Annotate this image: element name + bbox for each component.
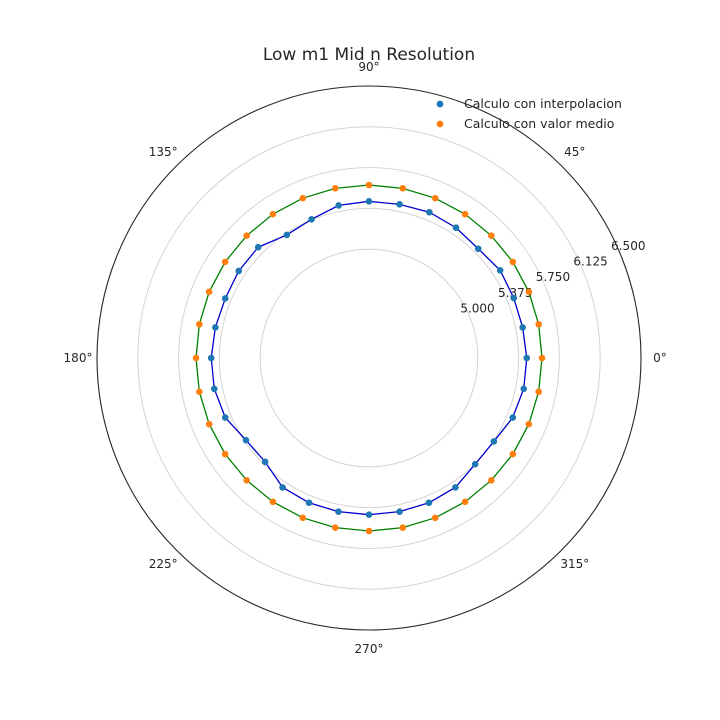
data-point: [331, 185, 339, 192]
theta-tick-labels: 0° 45° 90° 135° 180° 225° 270° 315°: [64, 60, 667, 656]
data-point: [471, 460, 479, 468]
theta-tick-label: 0°: [653, 351, 667, 365]
data-point: [205, 420, 213, 428]
data-point: [299, 194, 307, 202]
theta-tick-label: 180°: [64, 351, 93, 365]
data-point: [308, 215, 315, 223]
r-tick-label: 6.500: [611, 239, 645, 253]
data-point: [425, 499, 433, 507]
data-point: [242, 436, 250, 444]
series-points: [192, 181, 546, 535]
data-point: [221, 414, 229, 421]
data-point: [431, 194, 439, 202]
data-point: [299, 514, 307, 522]
data-point: [523, 354, 531, 362]
data-point: [520, 385, 528, 393]
data-point: [305, 499, 313, 507]
data-point: [426, 208, 433, 216]
data-point: [269, 498, 277, 506]
legend-label: Calculo con valor medio: [464, 116, 614, 131]
data-point: [509, 258, 517, 266]
radial-grid: [96, 85, 642, 631]
data-point: [488, 232, 495, 239]
r-grid-circle: [137, 126, 601, 590]
data-point: [488, 477, 495, 484]
legend: Calculo con interpolacion Calculo con val…: [436, 96, 622, 131]
data-point: [196, 320, 203, 328]
data-point: [510, 294, 518, 302]
legend-marker: [436, 100, 444, 108]
data-point: [365, 181, 373, 189]
r-tick-label: 5.000: [460, 301, 494, 315]
data-point: [525, 420, 533, 428]
legend-marker: [436, 120, 444, 128]
data-point: [452, 224, 460, 232]
data-point: [535, 388, 542, 396]
data-point: [461, 498, 469, 506]
theta-tick-label: 45°: [564, 145, 585, 159]
data-point: [535, 320, 542, 328]
data-point: [365, 527, 373, 535]
data-point: [431, 514, 439, 522]
chart-title: Low m1 Mid n Resolution: [263, 45, 475, 65]
data-point: [538, 354, 546, 362]
data-point: [210, 385, 218, 393]
data-point: [283, 231, 291, 239]
data-point: [399, 185, 407, 192]
data-point: [279, 484, 286, 491]
r-tick-label: 5.750: [536, 270, 570, 284]
data-point: [221, 450, 229, 458]
data-point: [221, 258, 229, 266]
theta-tick-label: 90°: [358, 60, 379, 74]
data-point: [335, 508, 342, 515]
data-point: [235, 267, 243, 275]
theta-tick-label: 315°: [560, 557, 589, 571]
data-point: [490, 438, 498, 445]
data-point: [335, 202, 342, 209]
data-point: [192, 354, 200, 362]
r-tick-label: 6.125: [573, 255, 607, 269]
data-point: [452, 484, 459, 491]
data-point: [196, 388, 203, 396]
data-point: [212, 324, 219, 331]
polar-frame: [96, 85, 642, 631]
theta-tick-label: 225°: [149, 557, 178, 571]
data-point: [474, 245, 482, 253]
data-point: [243, 232, 250, 239]
data-point: [396, 508, 403, 515]
data-point: [509, 450, 517, 458]
data-point: [396, 201, 403, 208]
r-tick-label: 5.375: [498, 286, 532, 300]
r-grid-circle: [178, 167, 560, 549]
data-point: [509, 414, 517, 421]
data-point: [243, 477, 250, 484]
legend-label: Calculo con interpolacion: [464, 96, 622, 111]
data-point: [519, 324, 526, 331]
data-point: [496, 267, 504, 274]
data-point: [365, 198, 373, 205]
data-point: [205, 288, 213, 296]
data-point: [365, 511, 373, 518]
data-point: [461, 210, 469, 218]
r-grid-circle: [259, 248, 479, 468]
data-point: [331, 524, 339, 531]
data-point: [207, 354, 215, 362]
r-grid-circle: [218, 207, 520, 509]
data-point: [269, 210, 277, 218]
data-point: [525, 288, 533, 296]
theta-tick-label: 270°: [355, 642, 384, 656]
data-point: [399, 524, 407, 531]
data-point: [221, 295, 229, 302]
data-point: [254, 243, 262, 251]
theta-tick-label: 135°: [149, 145, 178, 159]
data-point: [261, 458, 269, 466]
